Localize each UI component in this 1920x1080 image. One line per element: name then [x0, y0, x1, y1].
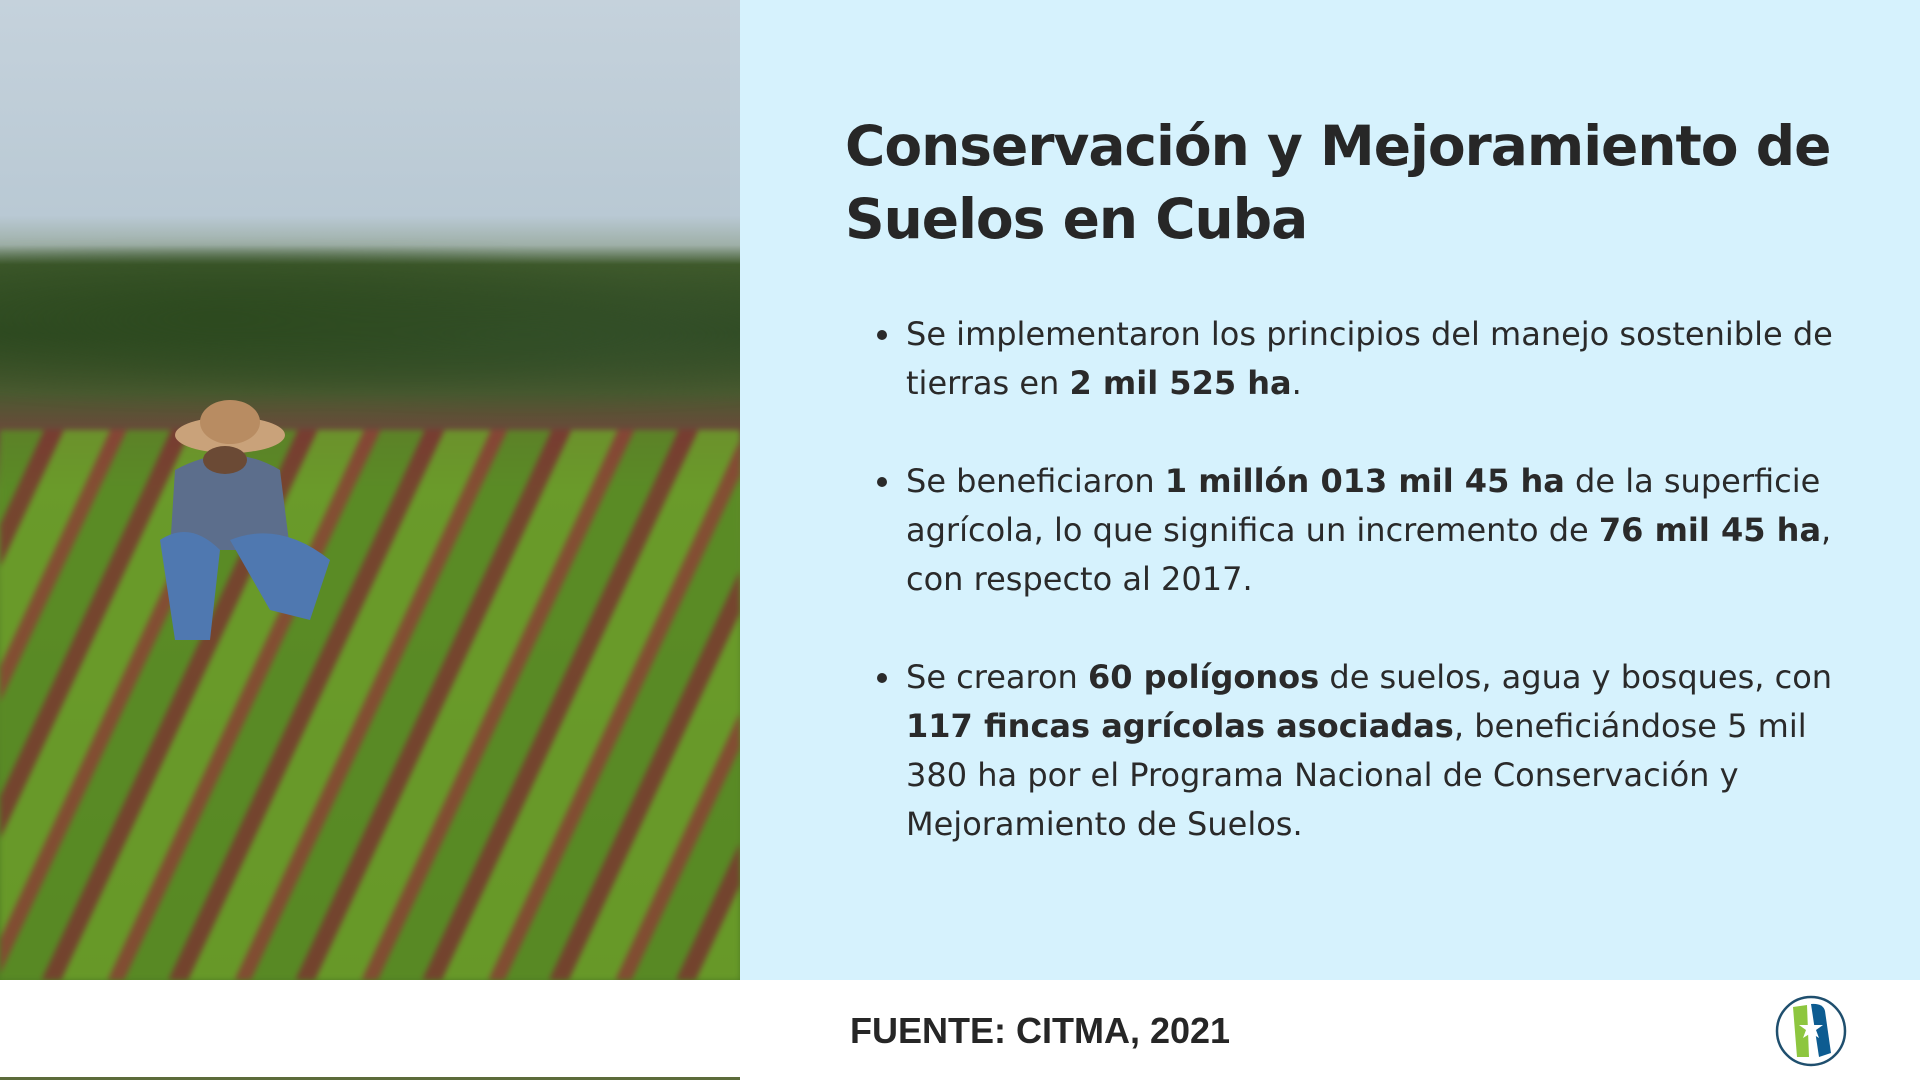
highlight-text: 76 mil 45 ha — [1598, 511, 1822, 549]
bullet-text: Se implementaron los principios del mane… — [906, 315, 1833, 402]
source-caption: FUENTE: CITMA, 2021 — [850, 1010, 1231, 1051]
highlight-text: 2 mil 525 ha — [1069, 364, 1292, 402]
bullet-text: , con respecto al 2017. — [906, 511, 1832, 598]
farmer-field-photo — [0, 0, 740, 980]
highlight-text: 1 millón 013 mil 45 ha — [1164, 462, 1565, 500]
bullet-text: Se beneficiaron — [906, 462, 1165, 500]
bullet-text: de suelos, agua y bosques, con — [1319, 658, 1833, 696]
bullet-text: . — [1291, 364, 1302, 402]
page-title: Conservación y Mejoramiento de Suelos en… — [845, 114, 1831, 251]
trees — [0, 250, 740, 420]
bullet-item: Se beneficiaron 1 millón 013 mil 45 ha d… — [904, 457, 1854, 604]
bullet-text: de la superficie agrícola, lo que signif… — [906, 462, 1821, 549]
farmer-figure — [160, 400, 330, 640]
info-panel — [740, 0, 1920, 980]
crop-rows — [0, 430, 740, 980]
highlight-text: 117 fincas agrícolas asociadas — [906, 707, 1454, 745]
divider — [0, 1077, 740, 1080]
highlight-text: 60 polígonos — [1088, 658, 1320, 696]
logo-icon — [1775, 995, 1847, 1067]
bullet-text: Se crearon — [906, 658, 1088, 696]
bullet-text: , beneficiándose 5 mil 380 ha por el Pro… — [906, 707, 1807, 843]
bullet-list: Se implementaron los principios del mane… — [878, 310, 1854, 898]
bullet-item: Se crearon 60 polígonos de suelos, agua … — [904, 653, 1854, 849]
bullet-item: Se implementaron los principios del mane… — [904, 310, 1854, 408]
